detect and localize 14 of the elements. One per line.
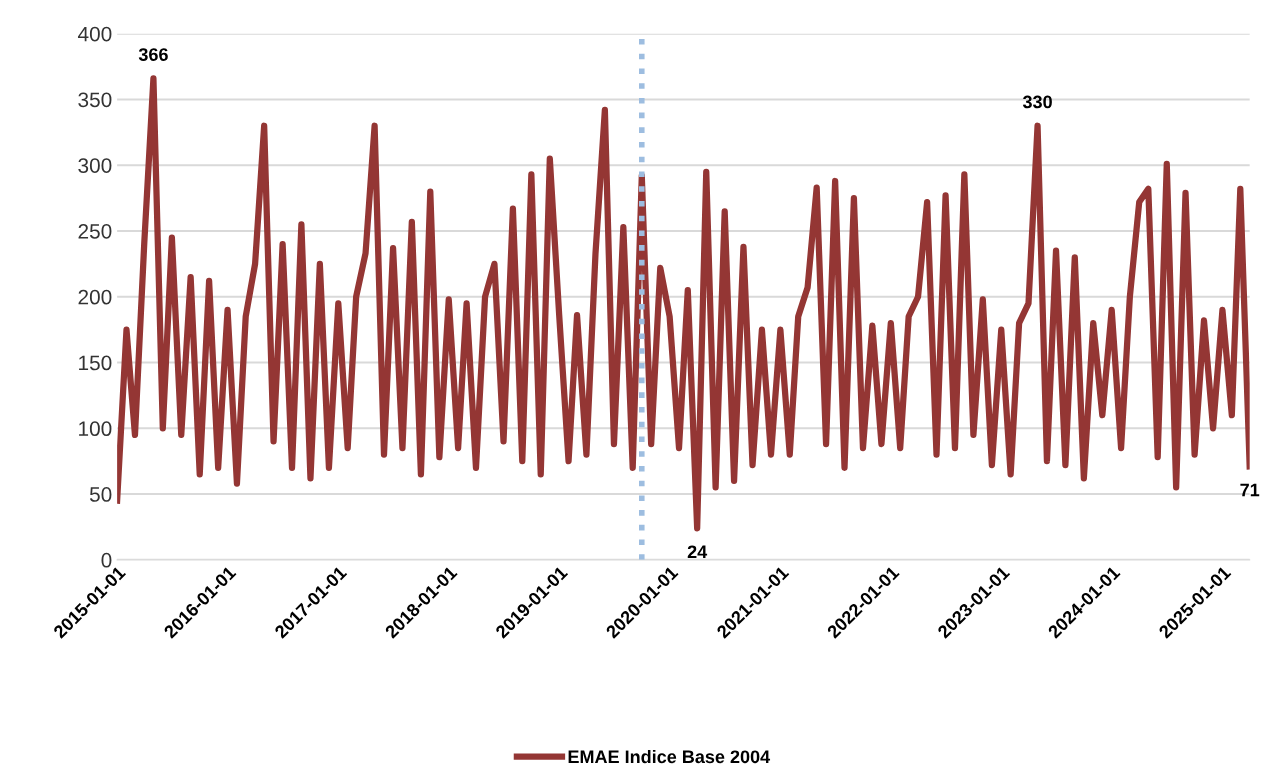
annotation: 366 [138,48,168,61]
y-tick-label: 100 [79,421,112,437]
y-tick-label: 300 [78,158,112,173]
annotation: 71 [1240,483,1260,497]
y-tick-label: 350 [78,92,112,108]
annotation: 24 [687,545,708,559]
annotation: 330 [1022,95,1052,109]
y-tick-label: 0 [101,552,112,568]
y-tick-label: 400 [77,26,112,42]
y-tick-label: 250 [78,223,112,239]
legend-label: EMAE Indice Base 2004 [568,749,771,764]
y-tick-label: 150 [79,355,112,371]
y-tick-label: 50 [89,487,112,502]
y-tick-label: 200 [78,289,112,305]
